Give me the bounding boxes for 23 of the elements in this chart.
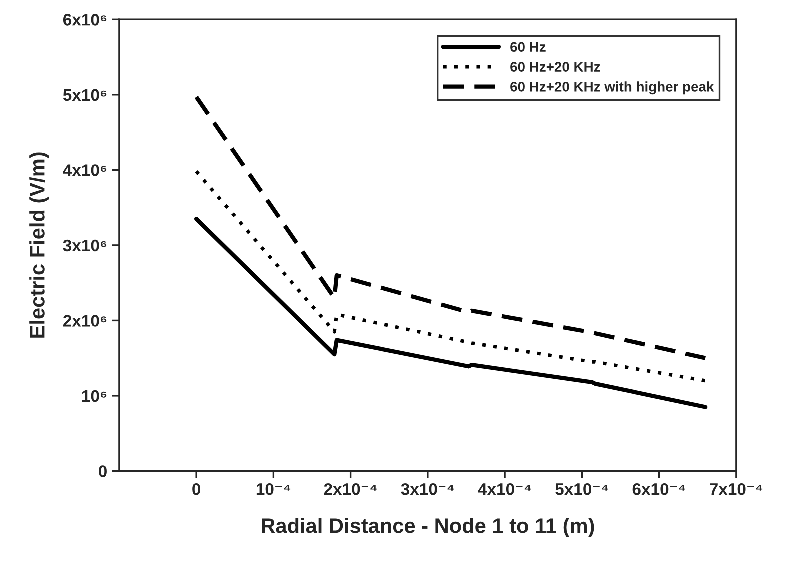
y-tick-label: 3x10⁶: [63, 240, 107, 252]
line-series: [194, 170, 708, 383]
x-tick-label: 6x10⁻⁴: [632, 483, 686, 496]
y-tick-label: 6x10⁶: [63, 14, 107, 26]
x-tick-label: 7x10⁻⁴: [710, 483, 763, 496]
y-tick-label: 4x10⁶: [63, 164, 107, 176]
x-tick-label: 10⁻⁴: [256, 483, 291, 496]
x-tick-label: 4x10⁻⁴: [478, 483, 532, 496]
y-tick-label: 2x10⁶: [63, 315, 107, 327]
x-tick-label: 3x10⁻⁴: [401, 483, 454, 496]
x-tick-label: 0: [192, 483, 201, 496]
y-tick-label: 10⁶: [82, 390, 107, 402]
legend-label: 60 Hz+20 KHz with higher peak: [510, 82, 714, 95]
line-series: [194, 95, 708, 360]
y-tick-label: 0: [99, 466, 107, 478]
legend-label: 60 Hz: [510, 42, 546, 52]
line-series: [194, 217, 708, 410]
y-tick-label: 5x10⁶: [63, 89, 107, 102]
y-axis-title: Electric Field (V/m): [30, 152, 49, 338]
legend-label: 60 Hz+20 KHz: [510, 62, 600, 72]
x-axis-title: Radial Distance - Node 1 to 11 (m): [262, 518, 594, 538]
x-tick-label: 5x10⁻⁴: [556, 483, 608, 496]
x-tick-label: 2x10⁻⁴: [324, 483, 377, 496]
